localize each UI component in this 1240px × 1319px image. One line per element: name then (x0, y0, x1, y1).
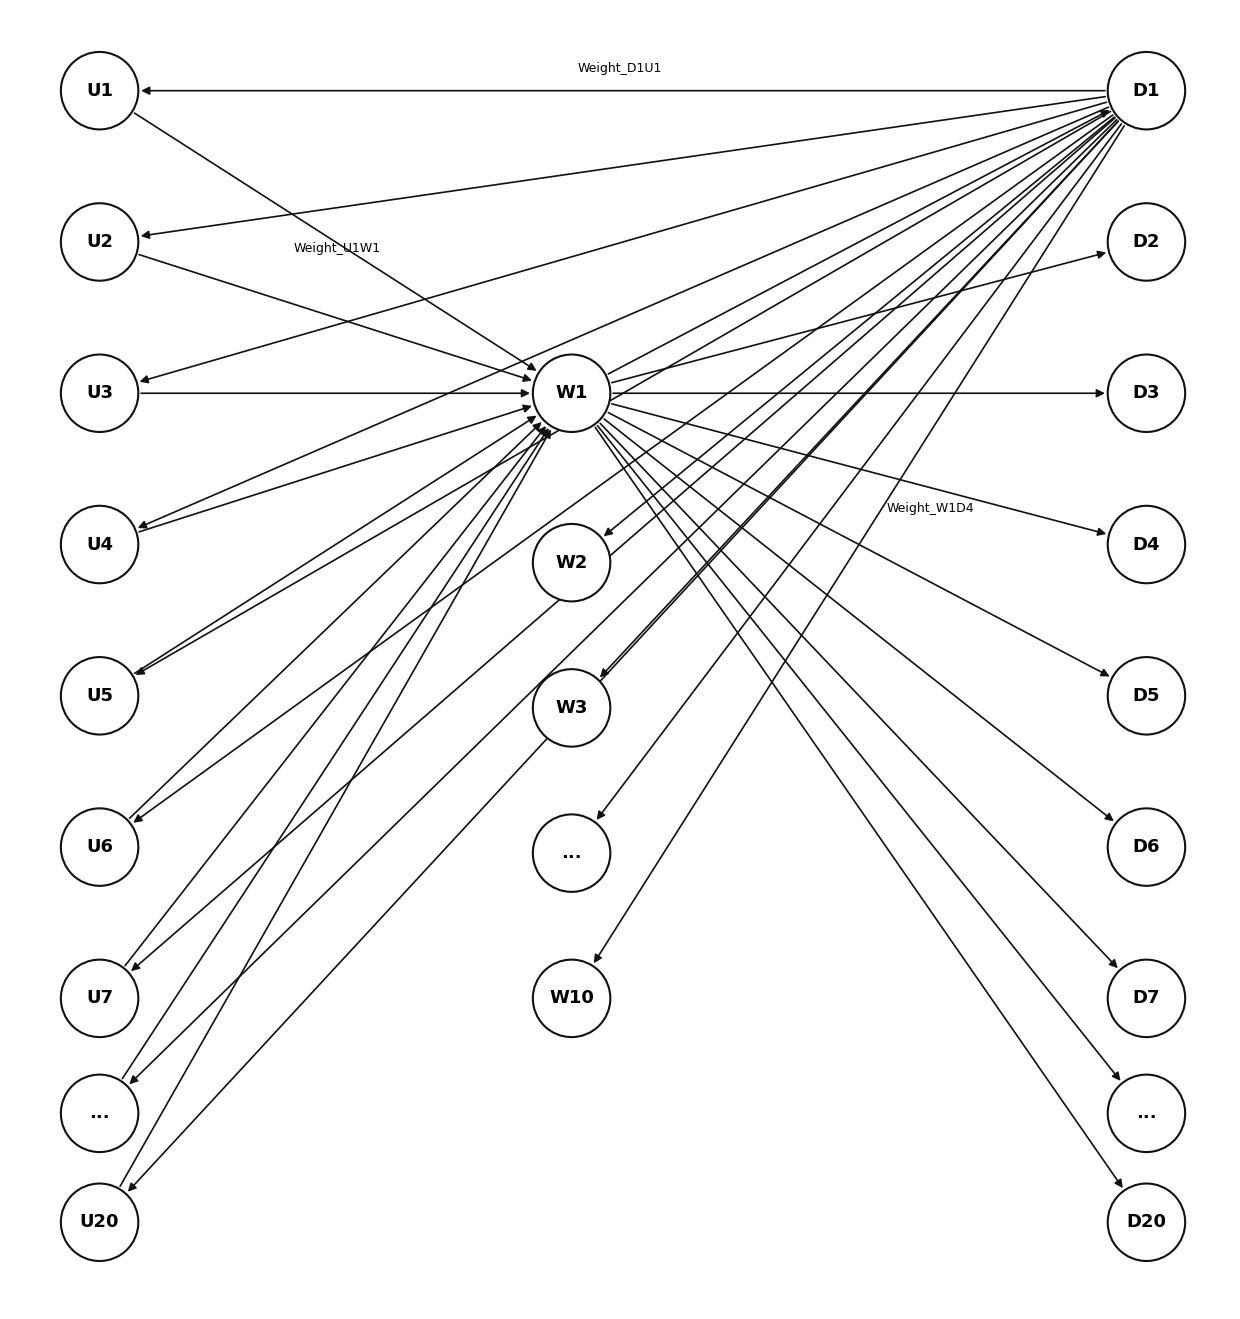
Text: D5: D5 (1132, 687, 1161, 704)
Text: Weight_W1D4: Weight_W1D4 (887, 501, 973, 514)
Text: U20: U20 (79, 1213, 119, 1231)
Circle shape (61, 505, 139, 583)
Circle shape (1107, 1075, 1185, 1151)
Circle shape (533, 355, 610, 433)
Text: D4: D4 (1132, 536, 1161, 554)
Text: Weight_D1U1: Weight_D1U1 (578, 62, 662, 75)
Text: W1: W1 (556, 384, 588, 402)
Circle shape (533, 960, 610, 1037)
Text: ...: ... (562, 844, 582, 863)
Circle shape (61, 657, 139, 735)
Circle shape (61, 1183, 139, 1261)
Circle shape (533, 524, 610, 601)
Circle shape (61, 960, 139, 1037)
Text: D7: D7 (1132, 989, 1161, 1008)
Circle shape (1107, 203, 1185, 281)
Circle shape (1107, 51, 1185, 129)
Text: U4: U4 (86, 536, 113, 554)
Text: U7: U7 (86, 989, 113, 1008)
Text: D20: D20 (1126, 1213, 1167, 1231)
Circle shape (61, 203, 139, 281)
Circle shape (1107, 355, 1185, 433)
Text: U5: U5 (86, 687, 113, 704)
Text: D3: D3 (1132, 384, 1161, 402)
Text: D1: D1 (1132, 82, 1161, 100)
Text: U2: U2 (86, 233, 113, 251)
Text: W2: W2 (556, 554, 588, 571)
Text: W10: W10 (549, 989, 594, 1008)
Text: ...: ... (89, 1104, 110, 1122)
Circle shape (1107, 505, 1185, 583)
Circle shape (1107, 809, 1185, 886)
Circle shape (1107, 960, 1185, 1037)
Circle shape (1107, 1183, 1185, 1261)
Text: U6: U6 (86, 838, 113, 856)
Text: W3: W3 (556, 699, 588, 718)
Circle shape (61, 1075, 139, 1151)
Circle shape (533, 814, 610, 892)
Text: D6: D6 (1132, 838, 1161, 856)
Text: U3: U3 (86, 384, 113, 402)
Circle shape (61, 809, 139, 886)
Circle shape (1107, 657, 1185, 735)
Text: D2: D2 (1132, 233, 1161, 251)
Circle shape (61, 355, 139, 433)
Text: Weight_U1W1: Weight_U1W1 (293, 241, 381, 255)
Text: U1: U1 (86, 82, 113, 100)
Circle shape (533, 669, 610, 747)
Text: ...: ... (1136, 1104, 1157, 1122)
Circle shape (61, 51, 139, 129)
